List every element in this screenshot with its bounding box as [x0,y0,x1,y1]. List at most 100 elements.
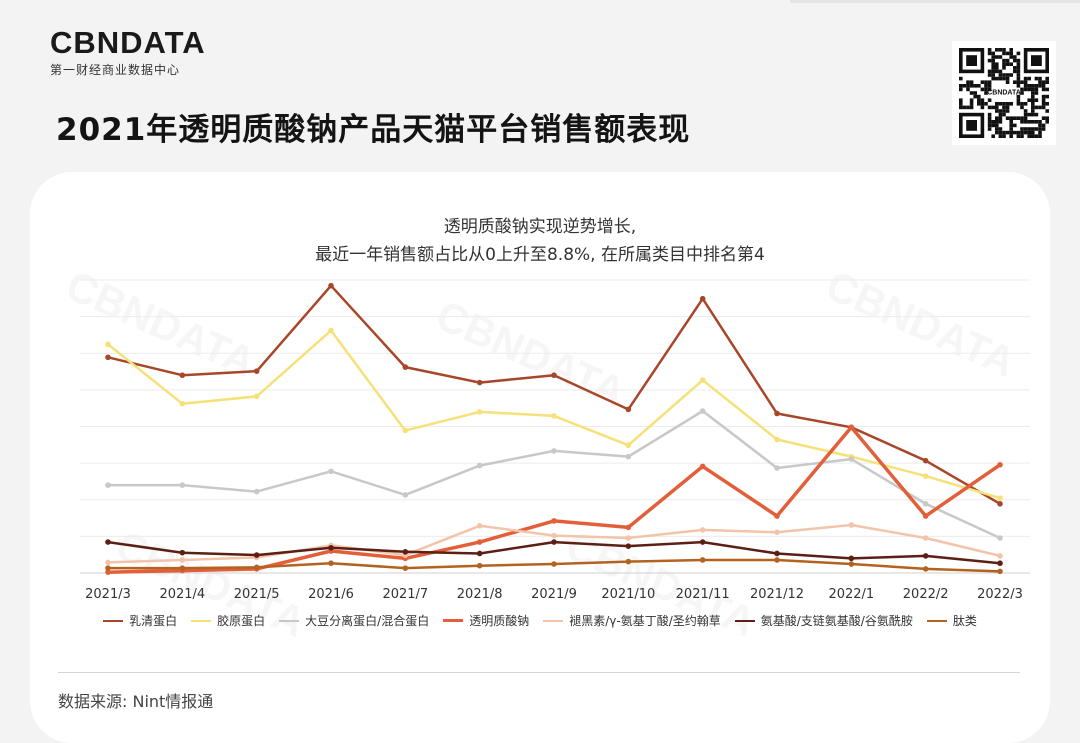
data-point-6-11 [922,566,929,572]
data-point-6-9 [774,557,780,563]
data-point-4-1 [179,557,186,563]
x-tick-label: 2021/5 [234,587,280,602]
legend-label: 氨基酸/支链氨基酸/谷氨酰胺 [760,614,913,628]
legend-swatch [543,619,564,622]
data-point-2-11 [922,501,929,507]
legend-label: 胶原蛋白 [217,614,266,628]
data-point-5-1 [179,549,186,556]
legend-label: 大豆分离蛋白/混合蛋白 [305,614,430,628]
legend-swatch [443,619,464,622]
page-title: 2021年透明质酸钠产品天猫平台销售额表现 [56,112,691,148]
x-tick-label: 2021/11 [676,587,730,602]
data-point-3-5 [476,539,483,545]
data-point-2-9 [774,465,780,471]
data-point-4-7 [625,535,632,541]
data-point-2-6 [551,448,557,454]
data-point-6-12 [997,568,1003,575]
data-point-1-1 [179,400,186,407]
data-point-6-4 [402,565,409,571]
logo-tagline: 第一财经商业数据中心 [50,63,181,77]
data-point-1-2 [253,393,260,400]
chart-legend: 乳清蛋白 胶原蛋白 大豆分离蛋白/混合蛋白 透明质酸钠 褪黑素/γ-氨基丁酸/圣约翰草 氨… [0,612,1080,629]
data-point-1-9 [774,436,780,443]
data-point-2-12 [997,535,1003,541]
data-point-6-8 [699,557,706,563]
data-point-4-0 [105,559,111,566]
data-source: 数据来源: Nint情报通 [58,692,214,711]
data-point-3-7 [625,524,632,531]
data-point-6-6 [551,561,557,567]
data-point-0-2 [253,368,260,374]
x-tick-label: 2022/1 [828,587,874,602]
data-point-4-9 [774,529,780,536]
data-point-3-10 [848,424,855,431]
data-point-2-10 [848,456,855,462]
data-point-1-12 [997,495,1003,501]
data-point-0-6 [551,372,557,379]
data-point-1-0 [105,341,111,348]
data-point-1-6 [551,413,557,419]
data-point-6-5 [476,562,483,569]
data-point-2-5 [476,462,483,469]
legend-swatch [926,619,947,622]
x-tick-label: 2022/3 [977,587,1023,602]
data-point-1-11 [922,473,929,479]
legend-item: 褪黑素/γ-氨基丁酸/圣约翰草 [543,612,721,629]
chart-subtitle-line-2: 最近一年销售额占比从0上升至8.8%, 在所属类目中排名第4 [315,245,765,265]
legend-item: 胶原蛋白 [191,612,265,629]
data-point-5-6 [551,539,557,545]
data-point-0-1 [179,372,186,379]
legend-swatch [103,619,124,622]
data-point-0-0 [105,354,111,361]
top-divider-strip [790,0,1080,3]
x-tick-label: 2021/3 [85,587,131,602]
data-point-2-4 [402,492,409,498]
data-point-3-8 [699,463,706,470]
data-point-2-8 [699,408,706,414]
chart-subtitle-line-1: 透明质酸钠实现逆势增长, [443,217,637,237]
data-point-3-12 [997,461,1003,468]
data-point-1-3 [328,327,334,334]
qr-code: CBNDATA [952,41,1056,145]
data-point-5-2 [253,552,260,558]
x-tick-label: 2021/8 [457,587,503,602]
data-point-6-0 [105,565,111,571]
x-tick-label: 2021/10 [601,587,655,602]
legend-label: 透明质酸钠 [469,614,530,628]
data-point-3-0 [105,569,111,575]
data-point-0-3 [328,282,334,289]
data-point-4-5 [476,522,483,529]
legend-swatch [734,619,755,622]
series-line-5 [106,540,1002,565]
data-point-0-8 [699,295,706,302]
data-point-5-4 [402,549,409,555]
data-point-6-3 [328,560,334,567]
data-point-2-0 [105,482,111,488]
legend-label: 乳清蛋白 [129,614,178,628]
legend-label: 褪黑素/γ-氨基丁酸/圣约翰草 [569,614,721,628]
data-point-2-1 [179,482,186,488]
data-point-4-10 [848,522,855,528]
data-point-6-7 [625,558,632,565]
data-point-4-11 [922,535,929,541]
legend-swatch [279,619,300,622]
data-point-4-8 [699,527,706,533]
data-point-5-7 [625,543,632,549]
x-tick-label: 2021/6 [308,587,354,602]
data-point-0-5 [476,379,483,386]
legend-label: 肽类 [952,614,977,628]
data-point-0-9 [774,410,780,417]
data-point-2-2 [253,488,260,495]
data-point-1-5 [476,409,483,415]
legend-item: 乳清蛋白 [103,612,177,629]
legend-item: 肽类 [926,612,977,629]
data-point-6-1 [179,565,186,571]
data-point-6-2 [253,564,260,571]
data-point-3-6 [551,518,557,524]
series-line-0 [106,284,1002,506]
data-point-1-7 [625,442,632,449]
data-point-5-3 [328,544,334,551]
x-tick-label: 2021/12 [750,587,804,602]
x-tick-label: 2021/9 [531,587,577,602]
